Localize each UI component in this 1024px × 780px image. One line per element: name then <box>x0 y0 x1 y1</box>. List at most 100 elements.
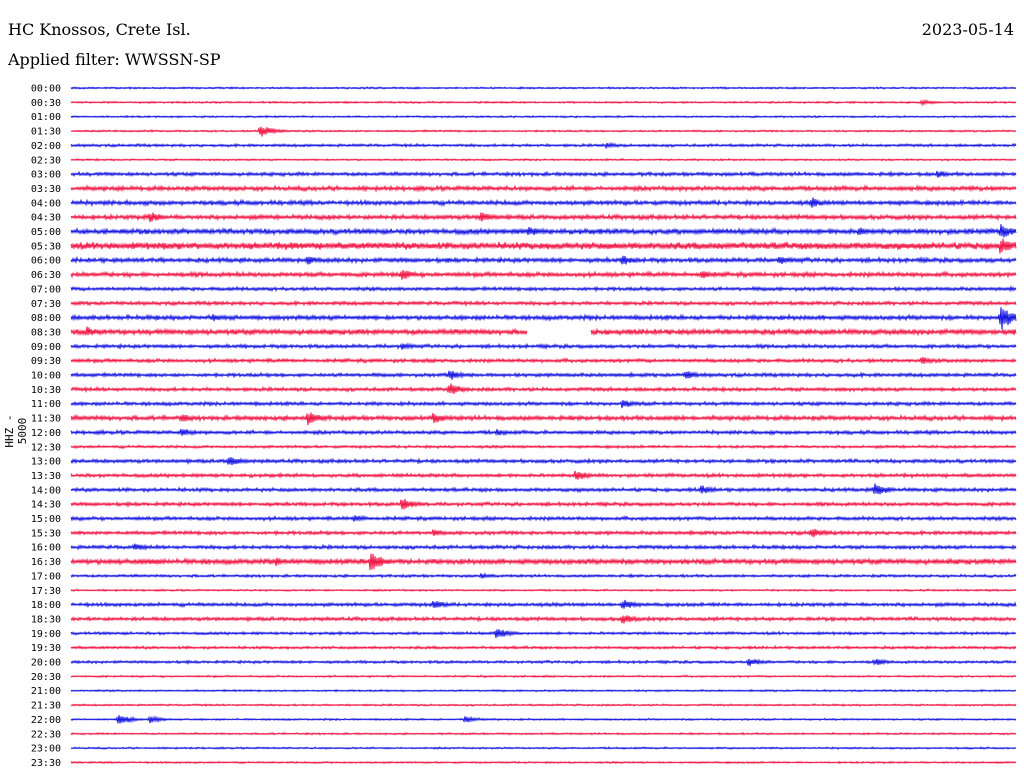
trace-row-0700 <box>70 285 1017 293</box>
time-tick-label: 10:30 <box>31 385 61 396</box>
time-tick-label: 08:30 <box>31 327 61 338</box>
time-tick-label: 17:00 <box>31 571 61 582</box>
trace-row-1530 <box>70 528 1017 538</box>
trace-row-0930 <box>70 357 1017 365</box>
trace-row-1200 <box>70 428 1017 437</box>
trace-row-0200 <box>70 141 1017 150</box>
trace-row-1500 <box>70 514 1017 523</box>
time-tick-label: 10:00 <box>31 371 61 382</box>
time-tick-label: 05:30 <box>31 241 61 252</box>
time-axis-ticks: 00:00 00:30 01:00 01:30 02:00 02:30 03:00 03:30… <box>31 84 61 769</box>
trace-row-1230 <box>70 444 1017 450</box>
trace-row-2100 <box>70 688 1017 693</box>
time-tick-label: 07:00 <box>31 284 61 295</box>
time-tick-label: 11:00 <box>31 399 61 410</box>
time-tick-label: 02:00 <box>31 141 61 152</box>
trace-row-1430 <box>70 498 1017 510</box>
time-tick-label: 15:00 <box>31 514 61 525</box>
trace-row-1600 <box>70 543 1017 551</box>
trace-row-0630 <box>70 269 1017 280</box>
trace-row-0530 <box>70 238 1017 254</box>
time-tick-label: 02:30 <box>31 155 61 166</box>
time-tick-label: 03:00 <box>31 170 61 181</box>
trace-row-1830 <box>70 615 1017 624</box>
time-tick-label: 22:30 <box>31 729 61 740</box>
time-tick-label: 14:30 <box>31 500 61 511</box>
trace-row-1000 <box>70 370 1017 380</box>
trace-row-0230 <box>70 157 1017 162</box>
time-tick-label: 09:30 <box>31 356 61 367</box>
time-tick-label: 03:30 <box>31 184 61 195</box>
time-tick-label: 12:30 <box>31 442 61 453</box>
time-tick-label: 00:30 <box>31 98 61 109</box>
trace-row-0100 <box>70 114 1017 119</box>
trace-row-2130 <box>70 703 1017 707</box>
time-tick-label: 00:00 <box>31 84 61 95</box>
trace-row-1630 <box>70 553 1017 570</box>
time-tick-label: 16:30 <box>31 557 61 568</box>
trace-row-0430 <box>70 212 1017 223</box>
time-tick-label: 11:30 <box>31 414 61 425</box>
record-date: 2023-05-14 <box>921 20 1014 39</box>
trace-rows <box>70 85 1017 765</box>
trace-row-0400 <box>70 197 1017 208</box>
time-tick-label: 20:30 <box>31 672 61 683</box>
trace-row-0030 <box>70 98 1017 107</box>
time-tick-label: 22:00 <box>31 715 61 726</box>
trace-row-1900 <box>70 629 1017 639</box>
trace-row-0000 <box>70 85 1017 90</box>
time-tick-label: 20:00 <box>31 658 61 669</box>
trace-row-2200 <box>70 715 1017 724</box>
time-tick-label: 12:00 <box>31 428 61 439</box>
time-tick-label: 23:30 <box>31 758 61 769</box>
time-tick-label: 06:00 <box>31 256 61 267</box>
trace-row-1930 <box>70 644 1017 651</box>
time-tick-label: 04:00 <box>31 198 61 209</box>
filter-label: Applied filter: WWSSN-SP <box>8 50 221 69</box>
time-tick-label: 19:30 <box>31 643 61 654</box>
trace-row-1400 <box>70 483 1017 495</box>
trace-row-2000 <box>70 658 1017 667</box>
time-tick-label: 16:00 <box>31 543 61 554</box>
trace-row-2330 <box>70 760 1017 765</box>
trace-row-0830 <box>70 326 1017 337</box>
time-tick-label: 18:00 <box>31 600 61 611</box>
trace-row-1300 <box>70 457 1017 466</box>
trace-row-0730 <box>70 299 1017 307</box>
trace-row-2300 <box>70 746 1017 751</box>
time-tick-label: 13:30 <box>31 471 61 482</box>
trace-row-2230 <box>70 731 1017 736</box>
time-tick-label: 05:00 <box>31 227 61 238</box>
trace-row-0600 <box>70 255 1017 265</box>
trace-row-0500 <box>70 224 1017 238</box>
trace-row-0800 <box>70 307 1017 330</box>
time-tick-label: 01:00 <box>31 112 61 123</box>
trace-row-1130 <box>70 412 1017 426</box>
trace-row-1800 <box>70 599 1017 609</box>
time-tick-label: 18:30 <box>31 614 61 625</box>
time-tick-label: 17:30 <box>31 586 61 597</box>
time-tick-label: 23:00 <box>31 744 61 755</box>
time-tick-label: 09:00 <box>31 342 61 353</box>
trace-row-1700 <box>70 572 1017 579</box>
time-tick-label: 07:30 <box>31 299 61 310</box>
trace-row-1730 <box>70 588 1017 593</box>
station-title: HC Knossos, Crete Isl. <box>8 20 191 39</box>
time-tick-label: 15:30 <box>31 528 61 539</box>
time-tick-label: 01:30 <box>31 127 61 138</box>
trace-row-1030 <box>70 383 1017 394</box>
trace-row-0300 <box>70 170 1017 178</box>
trace-row-0330 <box>70 184 1017 193</box>
trace-row-2030 <box>70 674 1017 679</box>
time-tick-label: 06:30 <box>31 270 61 281</box>
time-tick-label: 19:00 <box>31 629 61 640</box>
trace-row-0900 <box>70 342 1017 350</box>
time-tick-label: 21:30 <box>31 701 61 712</box>
trace-row-1330 <box>70 470 1017 480</box>
time-tick-label: 21:00 <box>31 686 61 697</box>
time-tick-label: 04:30 <box>31 213 61 224</box>
time-tick-label: 08:00 <box>31 313 61 324</box>
time-tick-label: 13:00 <box>31 457 61 468</box>
trace-row-1100 <box>70 400 1017 409</box>
